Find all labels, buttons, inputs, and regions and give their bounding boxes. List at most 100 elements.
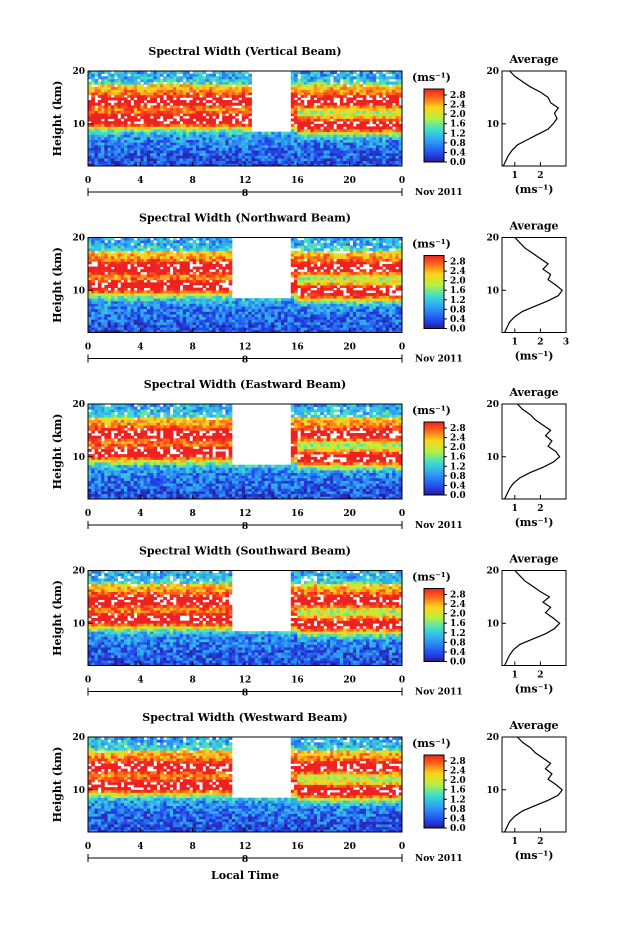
heatmap-cell: [159, 290, 164, 294]
heatmap-cell: [163, 306, 167, 310]
heatmap-cell: [182, 92, 187, 96]
heatmap-cell: [110, 300, 115, 304]
heatmap-cell: [316, 76, 321, 80]
heatmap-cell: [120, 324, 125, 328]
heatmap-cell: [140, 92, 144, 96]
heatmap-cell: [150, 92, 154, 96]
heatmap-cell: [173, 245, 177, 249]
heatmap-cell: [294, 71, 298, 75]
heatmap-cell: [343, 71, 347, 75]
heatmap-cell: [248, 329, 252, 333]
heatmap-cell: [277, 160, 282, 164]
heatmap-cell: [245, 139, 249, 143]
heatmap-cell: [294, 73, 298, 77]
heatmap-cell: [133, 316, 138, 320]
heatmap-cell: [218, 71, 223, 75]
heatmap-cell: [127, 253, 131, 257]
heatmap-cell: [146, 76, 151, 80]
heatmap-cell: [323, 131, 328, 135]
heatmap-cell: [222, 126, 226, 130]
heatmap-cell: [97, 105, 102, 109]
heatmap-cell: [133, 253, 138, 257]
heatmap-cell: [127, 329, 131, 333]
heatmap-cell: [153, 274, 158, 278]
heatmap-cell: [166, 86, 171, 90]
heatmap-cell: [107, 155, 112, 159]
heatmap-cell: [94, 107, 99, 111]
heatmap-cell: [395, 126, 400, 130]
heatmap-cell: [146, 277, 151, 281]
heatmap-cell: [235, 123, 239, 127]
heatmap-cell: [251, 139, 256, 143]
heatmap-cell: [156, 311, 161, 315]
heatmap-cell: [173, 285, 177, 289]
heatmap-cell: [88, 139, 92, 143]
heatmap-cell: [107, 147, 112, 151]
heatmap-cell: [127, 269, 131, 273]
heatmap-cell: [356, 136, 360, 141]
heatmap-cell: [130, 107, 135, 111]
heatmap-cell: [133, 84, 138, 88]
heatmap-cell: [297, 105, 301, 109]
heatmap-cell: [91, 105, 95, 109]
heatmap-cell: [330, 86, 334, 90]
heatmap-cell: [369, 76, 373, 80]
heatmap-cell: [372, 163, 377, 167]
heatmap-cell: [140, 89, 144, 93]
heatmap-cell: [372, 76, 377, 80]
heatmap-cell: [284, 150, 288, 154]
heatmap-cell: [392, 76, 396, 80]
heatmap-cell: [186, 150, 190, 154]
heatmap-cell: [294, 298, 298, 302]
heatmap-cell: [238, 123, 243, 127]
heatmap-cell: [375, 118, 380, 122]
heatmap-cell: [235, 321, 239, 325]
heatmap-cell: [369, 78, 373, 82]
heatmap-cell: [163, 253, 167, 257]
heatmap-cell: [150, 105, 154, 109]
heatmap-cell: [316, 115, 321, 119]
heatmap-cell: [248, 314, 252, 318]
heatmap-cell: [209, 292, 213, 296]
heatmap-cell: [97, 92, 102, 96]
heatmap-cell: [97, 303, 102, 307]
heatmap-cell: [120, 142, 125, 146]
heatmap-cell: [218, 240, 223, 244]
heatmap-cell: [123, 279, 128, 283]
heatmap-cell: [209, 306, 213, 310]
heatmap-cell: [202, 97, 207, 101]
heatmap-cell: [117, 316, 122, 320]
heatmap-cell: [307, 253, 311, 257]
heatmap-cell: [209, 298, 213, 302]
heatmap-cell: [195, 84, 200, 88]
heatmap-cell: [398, 89, 403, 93]
heatmap-cell: [313, 94, 318, 98]
heatmap-cell: [195, 73, 200, 77]
heatmap-cell: [137, 81, 141, 85]
heatmap-cell: [153, 282, 158, 286]
heatmap-cell: [212, 73, 216, 77]
heatmap-cell: [163, 290, 167, 294]
heatmap-cell: [202, 139, 207, 143]
heatmap-cell: [212, 285, 216, 289]
heatmap-cell: [88, 147, 92, 151]
heatmap-cell: [137, 248, 141, 252]
heatmap-cell: [320, 152, 324, 156]
heatmap-cell: [143, 316, 148, 320]
heatmap-cell: [202, 282, 207, 286]
heatmap-cell: [153, 255, 158, 260]
heatmap-cell: [88, 311, 92, 315]
heatmap-cell: [241, 92, 246, 96]
heatmap-cell: [133, 160, 138, 164]
heatmap-cell: [179, 300, 184, 304]
heatmap-cell: [231, 163, 236, 167]
heatmap-cell: [182, 240, 187, 244]
heatmap-cell: [140, 78, 144, 82]
heatmap-cell: [173, 311, 177, 315]
heatmap-cell: [310, 329, 315, 333]
heatmap-cell: [133, 279, 138, 283]
heatmap-cell: [241, 303, 246, 307]
heatmap-cell: [169, 298, 174, 302]
heatmap-cell: [104, 290, 109, 294]
heatmap-cell: [94, 110, 99, 114]
